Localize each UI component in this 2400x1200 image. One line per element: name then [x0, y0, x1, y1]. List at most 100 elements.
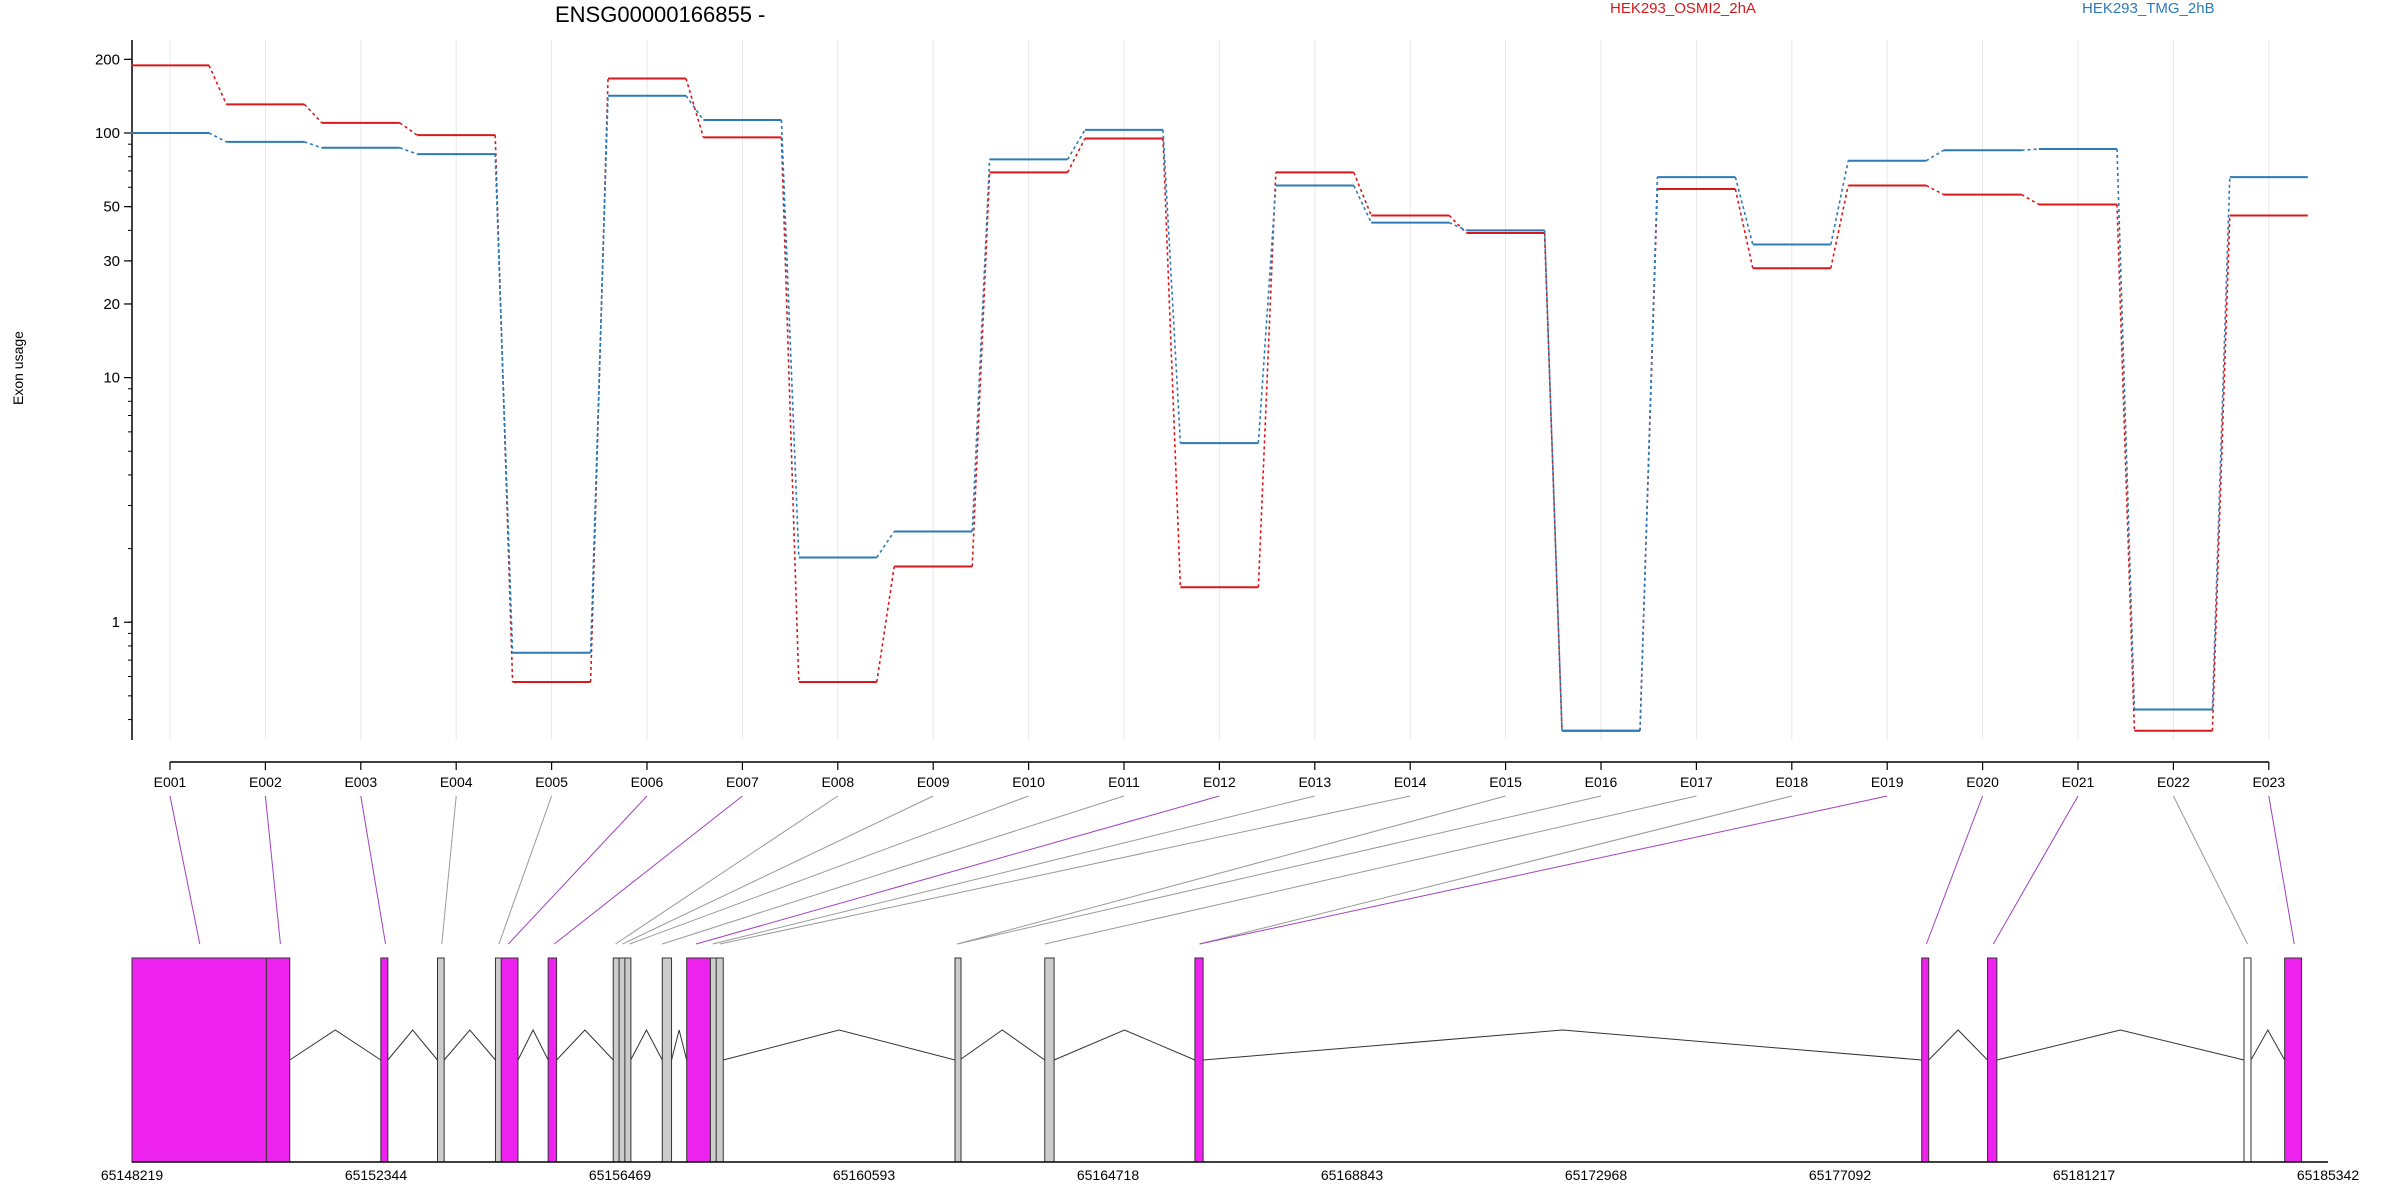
x-tick-label: E011: [1108, 774, 1140, 790]
data-connector: [876, 531, 895, 558]
exon-connector: [1199, 795, 1792, 945]
intron-line: [556, 1029, 614, 1061]
exon-box: [500, 957, 519, 1163]
x-tick-label: E002: [249, 774, 282, 790]
x-tick-label: E003: [344, 774, 377, 790]
data-connector: [1162, 129, 1182, 444]
intron-line: [630, 1028, 663, 1061]
intron-line: [2250, 1028, 2286, 1061]
exon-box: [2243, 957, 2252, 1163]
intron-line: [959, 1029, 1046, 1061]
data-connector: [1448, 214, 1468, 234]
exon-box: [618, 957, 626, 1163]
intron-line: [1928, 1029, 1988, 1061]
intron-line: [1203, 1029, 1922, 1061]
data-connector: [1925, 184, 1944, 196]
exon-box: [547, 957, 558, 1163]
y-tick-label: 200: [95, 51, 120, 68]
exon-box: [265, 957, 291, 1163]
intron-line: [671, 1029, 688, 1061]
exon-connector: [615, 795, 839, 945]
y-tick-label: 100: [95, 125, 120, 142]
genome-tick-label: 65160593: [833, 1167, 896, 1183]
x-tick-label: E022: [2157, 774, 2190, 790]
x-tick-label: E023: [2252, 774, 2285, 790]
exon-connector: [360, 795, 387, 945]
exon-connector: [507, 795, 648, 945]
intron-line: [387, 1029, 438, 1061]
exon-connector: [1199, 795, 1888, 945]
genome-tick-label: 65168843: [1321, 1167, 1384, 1183]
exon-connector: [553, 795, 743, 945]
exon-box: [1987, 957, 1998, 1163]
y-axis: 1 10 20 30 50 100 200: [95, 40, 133, 740]
x-tick-label: E006: [631, 774, 664, 790]
exon-box: [612, 957, 620, 1163]
data-connector: [2116, 149, 2136, 710]
exon-box: [2284, 957, 2303, 1163]
genome-tick-label: 65185342: [2297, 1167, 2360, 1183]
intron-line: [289, 1029, 382, 1061]
data-connector: [2211, 177, 2231, 710]
genome-tick-label: 65181217: [2053, 1167, 2116, 1183]
exon-box: [380, 957, 389, 1163]
exon-box: [1044, 957, 1055, 1163]
data-connector: [303, 103, 323, 124]
genome-tick-label: 65148219: [101, 1167, 164, 1183]
data-connector: [1353, 185, 1372, 224]
data-connector: [780, 119, 800, 558]
data-connector: [1830, 160, 1849, 245]
data-connector: [2021, 193, 2040, 206]
data-connector: [1257, 172, 1277, 588]
exon-connector: [1992, 795, 2079, 945]
data-connector: [399, 147, 418, 155]
series-b: [131, 94, 2308, 732]
exon-box: [436, 957, 445, 1163]
exon-box: [494, 957, 502, 1163]
exon-box: [131, 957, 267, 1163]
data-connector: [1353, 172, 1372, 216]
exon-connector: [622, 795, 934, 945]
exon-box: [624, 957, 632, 1163]
x-tick-label: E008: [821, 774, 854, 790]
exon-connector: [2268, 795, 2295, 945]
exon-connector: [957, 795, 1602, 945]
intron-line: [443, 1029, 496, 1061]
intron-line: [1053, 1029, 1196, 1061]
data-connector: [589, 95, 609, 653]
exon-connector: [629, 795, 1029, 945]
exon-connector: [2172, 795, 2248, 945]
data-connector: [399, 122, 418, 136]
x-tick-label: E016: [1585, 774, 1618, 790]
x-tick-label: E005: [535, 774, 568, 790]
exon-box: [661, 957, 673, 1163]
legend-series-a: HEK293_OSMI2_2hA: [1610, 0, 1756, 17]
data-connector: [2021, 148, 2040, 152]
x-tick-label: E001: [154, 774, 187, 790]
data-connector: [1162, 138, 1182, 588]
data-connector: [2211, 215, 2231, 731]
x-tick-label: E015: [1489, 774, 1522, 790]
y-tick-label: 10: [103, 370, 120, 387]
x-tick-label: E004: [440, 774, 473, 790]
exon-box: [954, 957, 962, 1163]
exon-connector: [695, 795, 1220, 945]
genome-tick-label: 65172968: [1565, 1167, 1628, 1183]
x-axis: E001 E002 E003 E004 E005 E006 E007 E008 E009 E010…: [154, 761, 2285, 790]
data-connector: [208, 65, 228, 105]
data-connector: [971, 159, 991, 532]
x-tick-label: E017: [1680, 774, 1713, 790]
intron-line: [517, 1028, 549, 1061]
genome-tick-label: 65164718: [1077, 1167, 1140, 1183]
data-connector: [876, 566, 895, 683]
genome-tick-label: 65152344: [345, 1167, 408, 1183]
x-tick-label: E012: [1203, 774, 1236, 790]
data-connector: [780, 137, 800, 682]
data-connector: [1830, 185, 1849, 269]
exon-connector: [719, 795, 1411, 945]
genome-tick-label: 65156469: [589, 1167, 652, 1183]
exon-connector: [662, 795, 1125, 945]
exon-box: [709, 957, 717, 1163]
legend-series-b: HEK293_TMG_2hB: [2082, 0, 2215, 17]
x-tick-label: E014: [1394, 774, 1427, 790]
